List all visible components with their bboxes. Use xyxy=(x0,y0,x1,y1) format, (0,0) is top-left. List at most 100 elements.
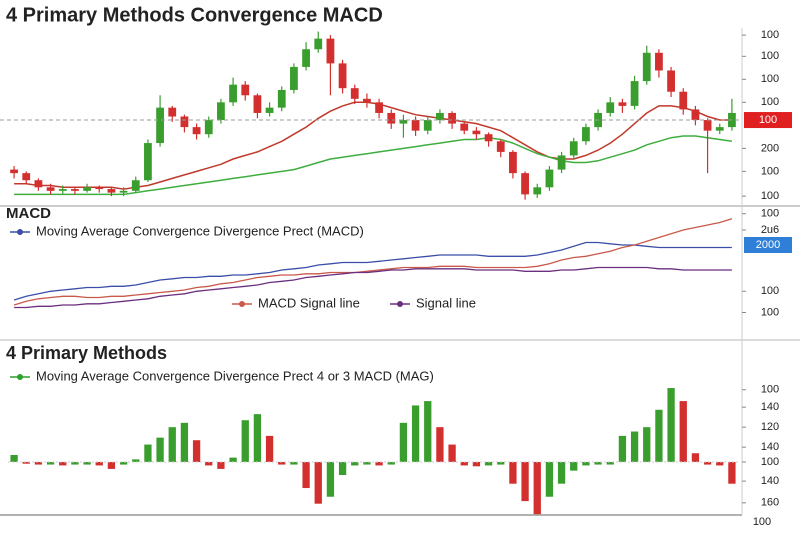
histogram-bar xyxy=(557,461,566,484)
candle-body xyxy=(642,52,651,82)
histogram-bar xyxy=(265,435,274,462)
histogram-bar xyxy=(71,461,79,465)
candle-body xyxy=(448,112,456,124)
legend-label: MACD Signal line xyxy=(258,295,360,310)
candle-body xyxy=(46,187,55,191)
histogram-bar xyxy=(424,401,432,462)
panel-title: 4 Primary Methods xyxy=(6,343,167,363)
histogram-bar xyxy=(217,461,225,469)
histogram-bar xyxy=(278,461,286,465)
histogram-bar xyxy=(10,455,18,462)
y-tick-label: 100 xyxy=(761,29,779,41)
value-marker-label: 2000 xyxy=(756,239,780,251)
price-marker xyxy=(744,112,792,129)
y-tick-label: 100 xyxy=(761,96,779,108)
y-tick-label: 120 xyxy=(761,421,779,433)
histogram-bar xyxy=(119,461,128,465)
candle-body xyxy=(667,70,675,92)
candle-body xyxy=(679,91,688,110)
candle-body xyxy=(618,102,627,106)
histogram-bar xyxy=(533,461,541,515)
candle-body xyxy=(119,190,128,193)
histogram-bar xyxy=(144,444,152,462)
candle-body xyxy=(265,107,274,113)
histogram-bar xyxy=(643,427,651,462)
candle-body xyxy=(436,112,444,121)
histogram-bar xyxy=(351,461,359,466)
histogram-bar xyxy=(95,461,103,466)
y-tick-label: 100 xyxy=(761,285,779,297)
histogram-bar xyxy=(34,461,43,465)
candle-body xyxy=(509,151,517,174)
candle-body xyxy=(277,89,286,108)
candle-body xyxy=(204,120,213,135)
candle-body xyxy=(58,189,67,191)
panel-title: MACD xyxy=(6,205,51,222)
y-tick-label: 100 xyxy=(761,73,779,85)
candle-body xyxy=(496,141,505,152)
histogram-bar xyxy=(59,461,67,466)
candle-body xyxy=(484,134,493,142)
candle-body xyxy=(630,81,639,106)
moving-average xyxy=(14,135,733,196)
candle-body xyxy=(423,120,432,131)
series-line xyxy=(13,241,732,301)
histogram-bar xyxy=(399,422,408,462)
histogram-bar xyxy=(594,461,602,465)
y-tick-label: 140 xyxy=(761,401,779,413)
histogram-bar xyxy=(363,461,371,465)
histogram-bar xyxy=(253,414,262,462)
candle-body xyxy=(302,49,310,67)
chart-title: 4 Primary Methods Convergence MACD xyxy=(6,4,383,26)
histogram-bar xyxy=(411,405,420,462)
y-tick-label: 100 xyxy=(761,190,779,202)
candle-body xyxy=(533,187,542,195)
price-marker-label: 100 xyxy=(759,114,777,126)
candle-body xyxy=(314,38,323,50)
candle-body xyxy=(363,98,371,103)
histogram-bar xyxy=(326,461,335,497)
histogram-bar xyxy=(679,401,687,462)
x-axis-label: 100 xyxy=(753,516,771,528)
histogram-bar xyxy=(180,422,189,462)
histogram-bar xyxy=(22,461,30,464)
candle-body xyxy=(411,120,420,131)
histogram-bar xyxy=(497,461,505,465)
candle-body xyxy=(703,120,712,131)
histogram-bar xyxy=(630,431,639,462)
histogram-bar xyxy=(290,461,298,465)
candle-body xyxy=(606,102,615,113)
legend-label: Moving Average Convergence Divergence Pr… xyxy=(36,368,434,383)
candle-body xyxy=(241,84,250,96)
histogram-bar xyxy=(229,457,237,462)
candle-body xyxy=(582,127,590,142)
candle-body xyxy=(521,173,529,195)
candle-body xyxy=(107,189,116,193)
candle-body xyxy=(22,173,31,181)
legend-marker xyxy=(239,301,245,307)
legend-marker xyxy=(17,374,23,380)
histogram-bar xyxy=(472,461,481,467)
histogram-bar xyxy=(192,440,201,462)
candle-body xyxy=(655,52,663,71)
candle-body xyxy=(168,107,177,117)
candle-body xyxy=(71,189,79,191)
histogram-bar xyxy=(618,435,627,462)
series-line xyxy=(14,266,732,309)
candle-body xyxy=(156,107,164,144)
y-tick-label: 100 xyxy=(761,165,779,177)
y-tick-label: 100 xyxy=(761,384,779,396)
legend-marker xyxy=(397,301,403,307)
histogram-bar xyxy=(545,461,554,497)
histogram-bar xyxy=(728,461,736,484)
candle-body xyxy=(131,180,140,191)
candle-body xyxy=(10,169,18,174)
candle-body xyxy=(95,187,104,190)
histogram-bar xyxy=(667,388,675,462)
histogram-bar xyxy=(107,461,116,469)
y-tick-label: 140 xyxy=(761,441,779,453)
candle-body xyxy=(472,130,481,135)
candle-body xyxy=(144,143,152,181)
